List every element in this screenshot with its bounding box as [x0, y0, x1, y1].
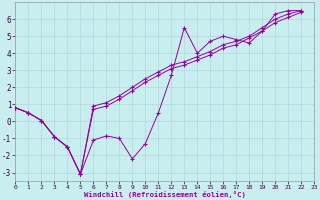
X-axis label: Windchill (Refroidissement éolien,°C): Windchill (Refroidissement éolien,°C)	[84, 191, 246, 198]
